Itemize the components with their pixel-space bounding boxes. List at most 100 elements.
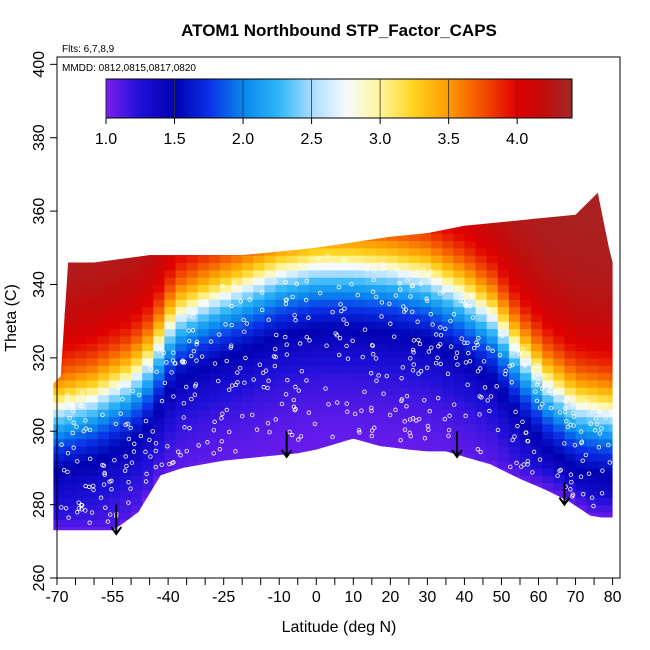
- heatmap-cell: [186, 328, 199, 337]
- heatmap-cell: [242, 526, 254, 531]
- heatmap-cell: [75, 431, 88, 440]
- heatmap-cell: [397, 453, 410, 462]
- heatmap-cell: [231, 489, 243, 498]
- heatmap-cell: [175, 511, 188, 520]
- data-point: [136, 392, 142, 398]
- heatmap-cell: [153, 534, 165, 542]
- heatmap-cell: [186, 445, 199, 454]
- colorbar-tick-label: 3.5: [438, 131, 460, 148]
- heatmap-cell: [575, 504, 588, 513]
- heatmap-cell: [131, 192, 143, 198]
- data-point: [161, 350, 166, 356]
- heatmap-cell: [264, 299, 277, 308]
- heatmap-cell: [464, 350, 477, 359]
- heatmap-cell: [564, 277, 577, 286]
- data-point: [462, 340, 467, 345]
- heatmap-cell: [231, 350, 243, 359]
- heatmap-cell: [331, 497, 343, 506]
- heatmap-cell: [264, 225, 277, 234]
- heatmap-cell: [597, 519, 610, 528]
- heatmap-cell: [553, 225, 566, 234]
- data-point: [418, 369, 424, 374]
- heatmap-cell: [264, 365, 277, 374]
- heatmap-cell: [131, 211, 143, 220]
- heatmap-cell: [575, 255, 588, 264]
- heatmap-cell: [242, 511, 254, 520]
- heatmap-cell: [431, 284, 443, 293]
- data-point: [102, 472, 107, 477]
- heatmap-cell: [519, 218, 532, 227]
- heatmap-cell: [597, 203, 610, 212]
- heatmap-cell: [586, 277, 599, 286]
- heatmap-cell: [375, 211, 388, 220]
- data-point: [607, 460, 612, 465]
- heatmap-cell: [508, 467, 521, 476]
- data-point: [61, 467, 67, 473]
- heatmap-cell: [175, 211, 188, 220]
- heatmap-cell: [119, 453, 132, 462]
- heatmap-cell: [297, 350, 310, 359]
- heatmap-cell: [64, 379, 77, 388]
- heatmap-cell: [408, 394, 421, 403]
- heatmap-cell: [286, 203, 299, 212]
- heatmap-cell: [453, 196, 466, 205]
- heatmap-cell: [364, 387, 377, 396]
- heatmap-cell: [108, 504, 121, 513]
- heatmap-cell: [398, 182, 410, 190]
- heatmap-cell: [419, 299, 432, 308]
- heatmap-cell: [264, 343, 277, 352]
- heatmap-cell: [287, 182, 299, 190]
- heatmap-cell: [375, 365, 388, 374]
- heatmap-cell: [531, 409, 543, 418]
- heatmap-cell: [164, 277, 177, 286]
- heatmap-cell: [242, 211, 254, 220]
- heatmap-cell: [176, 182, 188, 190]
- heatmap-cell: [475, 394, 488, 403]
- heatmap-cell: [297, 284, 310, 293]
- heatmap-cell: [319, 192, 332, 198]
- heatmap-cell: [108, 475, 121, 484]
- data-point: [279, 401, 285, 407]
- heatmap-cell: [464, 203, 477, 212]
- heatmap-cell: [242, 489, 254, 498]
- heatmap-cell: [286, 489, 299, 498]
- heatmap-cell: [486, 218, 499, 227]
- heatmap-cell: [164, 218, 177, 227]
- heatmap-cell: [564, 467, 577, 476]
- heatmap-cell: [275, 343, 288, 352]
- heatmap-cell: [286, 343, 299, 352]
- x-axis: -70 -55 -40 -25 -10 0 10 20 30 40 50 60 70 80: [45, 578, 622, 606]
- heatmap-cell: [386, 233, 399, 242]
- heatmap-cell: [497, 357, 510, 366]
- heatmap-cell: [297, 218, 310, 227]
- heatmap-cell: [297, 313, 310, 322]
- heatmap-cell: [175, 218, 188, 227]
- heatmap-cell: [608, 306, 613, 315]
- heatmap-cell: [186, 431, 199, 440]
- heatmap-cell: [97, 423, 110, 432]
- heatmap-cell: [119, 431, 132, 440]
- heatmap-cell: [219, 365, 232, 374]
- data-point: [426, 272, 431, 278]
- heatmap-cell: [297, 526, 310, 531]
- heatmap-cell: [608, 277, 613, 286]
- heatmap-cell: [86, 372, 99, 381]
- heatmap-cell: [86, 321, 99, 330]
- heatmap-cell: [286, 269, 299, 278]
- heatmap-cell: [131, 438, 143, 447]
- data-point: [132, 441, 137, 446]
- heatmap-cell: [353, 313, 366, 322]
- heatmap-cell: [442, 196, 454, 205]
- heatmap-cell: [431, 416, 443, 425]
- heatmap-cell: [308, 247, 321, 256]
- heatmap-cell: [131, 445, 143, 454]
- heatmap-cell: [175, 299, 188, 308]
- heatmap-cell: [419, 350, 432, 359]
- heatmap-cell: [608, 387, 613, 396]
- heatmap-cell: [253, 519, 266, 528]
- heatmap-cell: [197, 343, 210, 352]
- heatmap-cell: [464, 284, 477, 293]
- heatmap-cell: [342, 489, 354, 498]
- heatmap-cell: [297, 247, 310, 256]
- heatmap-cell: [97, 218, 110, 227]
